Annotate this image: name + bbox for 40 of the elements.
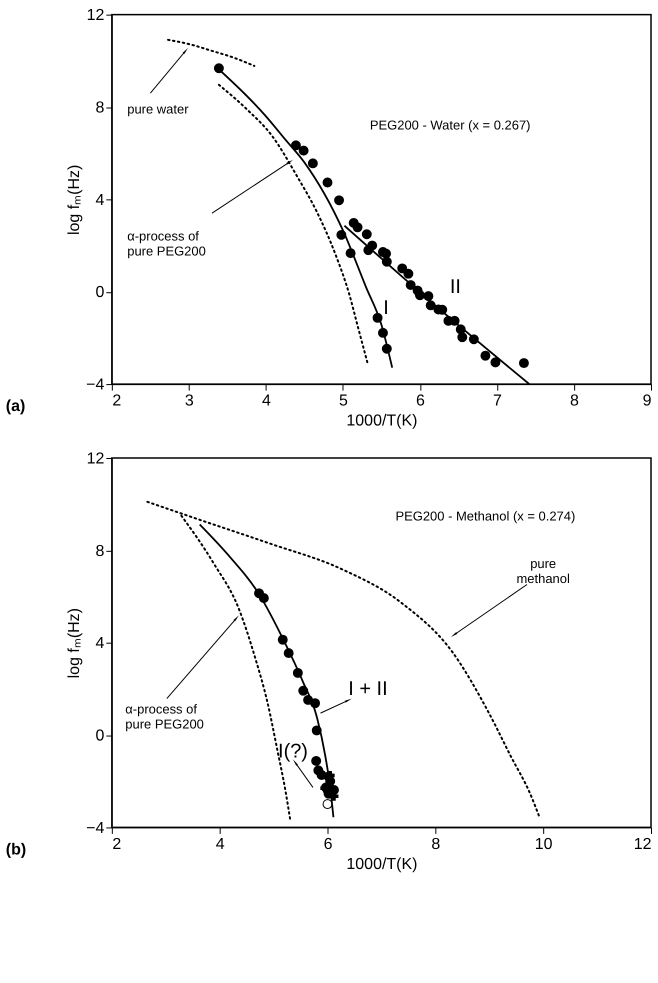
annotation: α-process of pure PEG200 xyxy=(127,228,206,258)
y-tick-label: 8 xyxy=(95,542,104,560)
x-tick-label: 4 xyxy=(216,836,225,853)
annotation: I(?) xyxy=(278,740,308,762)
x-tick-label: 3 xyxy=(184,392,194,410)
annotation: I xyxy=(383,296,389,319)
x-tick-label: 9 xyxy=(642,392,652,410)
y-axis-title: log fₘ(Hz) xyxy=(66,164,84,236)
x-tick-label: 8 xyxy=(431,836,440,853)
y-tick-label: 0 xyxy=(95,284,104,302)
annotation: II xyxy=(450,276,461,298)
x-tick-label: 6 xyxy=(324,836,333,853)
annotation: pure water xyxy=(127,101,190,116)
x-tick-label: 2 xyxy=(112,836,122,853)
annotation: PEG200 - Water (x = 0.267) xyxy=(370,117,530,132)
x-tick-label: 10 xyxy=(534,836,553,853)
x-tick-label: 5 xyxy=(338,392,348,410)
x-tick-label: 2 xyxy=(112,392,122,410)
y-axis-title: log fₘ(Hz) xyxy=(66,608,84,678)
y-tick-label: 4 xyxy=(95,635,104,652)
text: (b) xyxy=(6,841,26,858)
x-tick-label: 4 xyxy=(262,392,271,410)
y-tick-label: 0 xyxy=(95,728,104,745)
y-tick-label: −4 xyxy=(86,376,104,394)
x-tick-label: 8 xyxy=(570,392,580,410)
x-tick-label: 6 xyxy=(416,392,425,410)
annotation: pure methanol xyxy=(516,556,570,586)
text: (a) xyxy=(6,398,26,416)
y-tick-label: 12 xyxy=(86,450,104,468)
y-tick-label: −4 xyxy=(86,820,104,837)
x-tick-label: 7 xyxy=(493,392,502,410)
annotation: I + II xyxy=(348,678,388,700)
y-tick-label: 8 xyxy=(95,99,104,116)
y-tick-label: 12 xyxy=(86,7,104,24)
annotation: PEG200 - Methanol (x = 0.274) xyxy=(395,508,576,524)
y-tick-label: 4 xyxy=(95,192,104,209)
x-tick-label: 12 xyxy=(634,836,652,853)
x-axis-title: 1000/T(K) xyxy=(346,412,418,430)
x-axis-title: 1000/T(K) xyxy=(346,856,418,873)
annotation: α-process of pure PEG200 xyxy=(125,702,204,732)
